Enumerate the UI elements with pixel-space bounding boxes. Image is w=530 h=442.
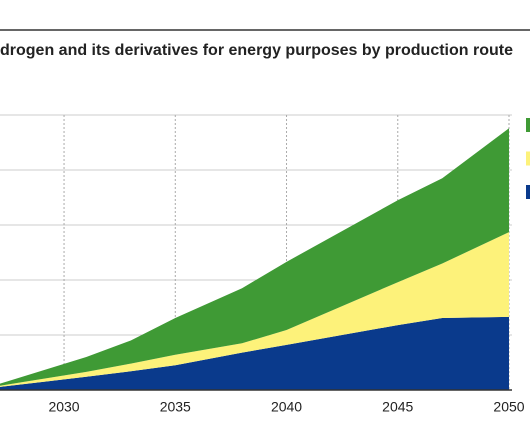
area (0, 232, 509, 387)
legend-swatch (526, 118, 530, 132)
area (0, 316, 509, 390)
legend-swatch (526, 185, 530, 199)
x-tick-label: 2040 (271, 399, 302, 415)
chart-title: drogen and its derivatives for energy pu… (0, 42, 513, 59)
area (0, 128, 509, 386)
x-tick-label: 2030 (48, 399, 79, 415)
legend-swatch (526, 151, 530, 166)
x-tick-label: 2045 (382, 399, 413, 415)
x-tick-label: 2035 (160, 399, 191, 415)
x-tick-label: 2050 (493, 399, 524, 415)
